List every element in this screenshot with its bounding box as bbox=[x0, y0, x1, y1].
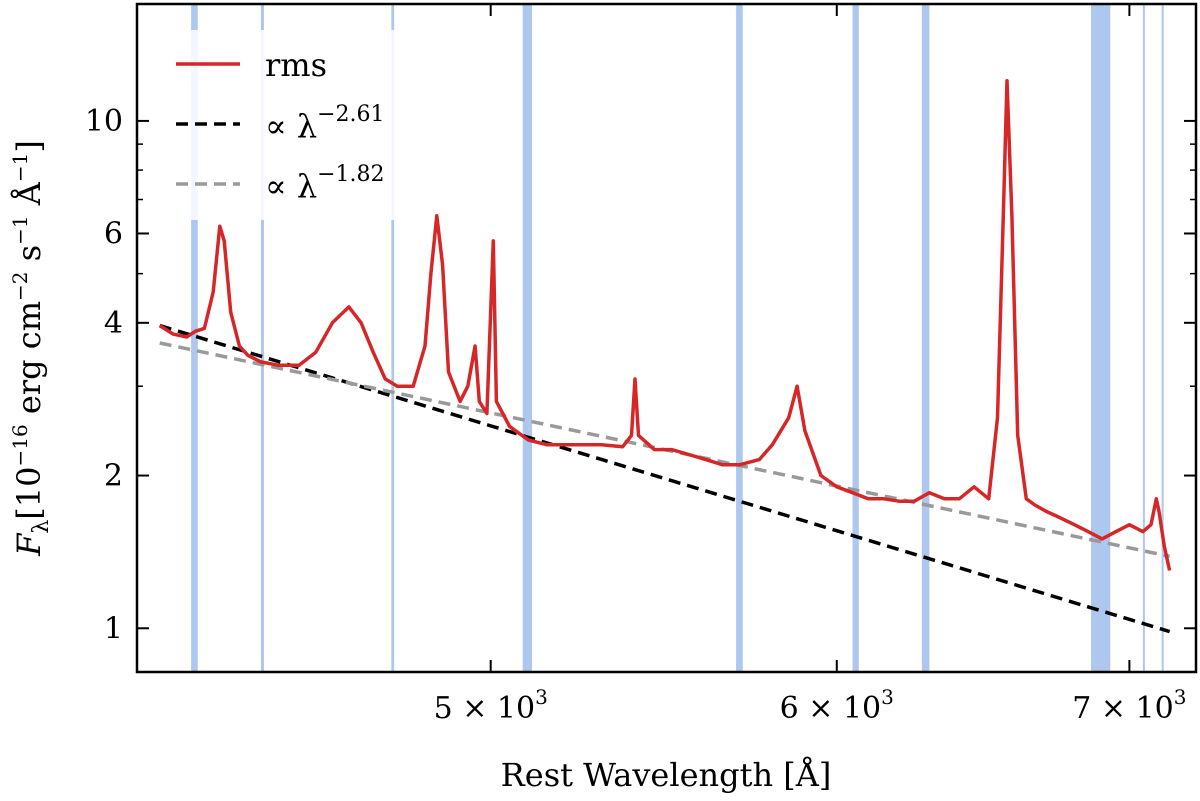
x-axis-label: Rest Wavelength [Å] bbox=[501, 756, 832, 794]
y-tick-label-4: 10 bbox=[85, 104, 123, 139]
y-label-exp1: −16 bbox=[8, 424, 32, 466]
y-label-post: ] bbox=[10, 140, 48, 152]
masked-band-1 bbox=[260, 4, 264, 672]
legend-label-powerlaw-182: ∝ λ−1.82 bbox=[265, 162, 385, 205]
masked-band-4 bbox=[736, 4, 743, 672]
powerlaw-line-1 bbox=[159, 323, 1171, 634]
masked-band-9 bbox=[1161, 4, 1164, 672]
legend-label-powerlaw-261-exp: −2.61 bbox=[317, 102, 384, 127]
rms-spectrum-line bbox=[158, 78, 1172, 571]
x-tick-label-1: 6 × 103 bbox=[780, 685, 894, 726]
y-label-mid3: Å bbox=[10, 181, 48, 215]
y-axis-label: Fλ[10−16 erg cm−2 s−1 Å−1] bbox=[8, 140, 54, 557]
y-label-exp4: −1 bbox=[8, 153, 32, 182]
masked-band-2 bbox=[391, 4, 395, 672]
x-tick-label-2: 7 × 103 bbox=[1072, 685, 1186, 726]
y-tick-label-0: 1 bbox=[104, 611, 123, 646]
legend-background bbox=[160, 30, 460, 220]
y-label-exp2: −2 bbox=[8, 271, 32, 300]
series-group bbox=[158, 78, 1172, 634]
y-label-mid2: s bbox=[10, 245, 48, 272]
legend-label-powerlaw-261-base: ∝ λ bbox=[265, 107, 317, 145]
y-label-exp3: −1 bbox=[8, 215, 32, 244]
ticks-group: 1 2 4 6 10 5 × 103 6 × 103 7 × 103 bbox=[85, 4, 1196, 726]
y-tick-label-1: 2 bbox=[104, 459, 123, 494]
x-tick-label-0: 5 × 103 bbox=[434, 685, 548, 726]
plot-frame bbox=[135, 2, 1198, 674]
legend: rms ∝ λ−2.61 ∝ λ−1.82 bbox=[176, 46, 385, 205]
y-tick-label-3: 6 bbox=[104, 216, 123, 251]
masked-band-0 bbox=[191, 4, 198, 672]
masked-band-5 bbox=[852, 4, 859, 672]
y-tick-label-2: 4 bbox=[104, 306, 123, 341]
masked-bands-group bbox=[160, 4, 1164, 672]
y-label-pre: [10 bbox=[10, 467, 48, 520]
y-label-mid1: erg cm bbox=[10, 301, 48, 424]
masked-band-7 bbox=[1091, 4, 1111, 672]
masked-band-6 bbox=[921, 4, 930, 672]
masked-band-3 bbox=[522, 4, 533, 672]
y-label-subscript: λ bbox=[29, 520, 54, 534]
legend-label-powerlaw-182-exp: −1.82 bbox=[317, 162, 384, 187]
legend-label-powerlaw-261: ∝ λ−2.61 bbox=[265, 102, 385, 145]
y-label-symbol: F bbox=[10, 532, 48, 557]
masked-band-8 bbox=[1142, 4, 1145, 672]
legend-label-rms: rms bbox=[265, 46, 327, 84]
legend-label-powerlaw-182-base: ∝ λ bbox=[265, 167, 317, 205]
